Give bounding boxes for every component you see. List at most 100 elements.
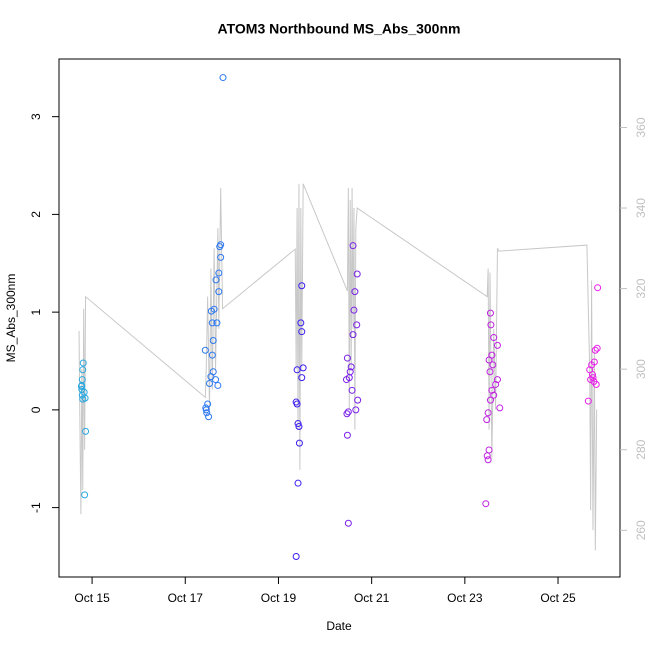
- point: [484, 456, 492, 464]
- x-tick-label: Oct 23: [447, 591, 483, 605]
- point: [353, 321, 361, 329]
- point: [484, 409, 492, 417]
- point: [344, 519, 352, 527]
- point: [203, 409, 211, 417]
- point: [493, 376, 501, 384]
- point: [590, 378, 598, 386]
- point: [348, 386, 356, 394]
- point: [297, 319, 305, 327]
- point: [205, 413, 213, 421]
- x-tick-label: Oct 21: [354, 591, 390, 605]
- point: [486, 396, 494, 404]
- point: [212, 376, 220, 384]
- point: [593, 344, 601, 352]
- point: [298, 374, 306, 382]
- point: [489, 361, 497, 369]
- point: [350, 306, 358, 314]
- point: [482, 500, 490, 508]
- point: [487, 321, 495, 329]
- point: [208, 351, 216, 359]
- point: [215, 288, 223, 296]
- point: [201, 346, 209, 354]
- point: [493, 341, 501, 349]
- point: [589, 374, 597, 382]
- y2-tick-label: 340: [634, 198, 648, 218]
- point: [349, 331, 357, 339]
- point: [584, 397, 592, 405]
- point: [486, 309, 494, 317]
- y2-tick-label: 360: [634, 117, 648, 137]
- y-tick-label: 3: [29, 113, 43, 120]
- y-tick-label: 1: [29, 308, 43, 315]
- point: [79, 366, 87, 374]
- point: [219, 74, 227, 82]
- y2-tick-label: 280: [634, 439, 648, 459]
- point: [209, 336, 217, 344]
- x-tick-label: Oct 15: [74, 591, 110, 605]
- point: [293, 366, 301, 374]
- point: [344, 408, 352, 416]
- point: [590, 358, 598, 366]
- point: [349, 242, 357, 250]
- point: [488, 351, 496, 359]
- point: [213, 319, 221, 327]
- point: [299, 364, 307, 372]
- point: [217, 241, 225, 249]
- point: [209, 368, 217, 376]
- point: [594, 284, 602, 292]
- point: [488, 386, 496, 394]
- plot-frame: [58, 58, 621, 578]
- point: [346, 368, 354, 376]
- y2-tick-label: 300: [634, 359, 648, 379]
- point: [343, 410, 351, 418]
- point: [210, 305, 218, 313]
- point: [82, 427, 90, 435]
- point: [496, 404, 504, 412]
- y-tick-label: 2: [29, 211, 43, 218]
- point: [292, 552, 300, 560]
- point: [294, 479, 302, 487]
- chart-title: ATOM3 Northbound MS_Abs_300nm: [218, 21, 461, 37]
- y2-tick-label: 260: [634, 520, 648, 540]
- point: [215, 269, 223, 277]
- point: [208, 319, 216, 327]
- point: [78, 376, 86, 384]
- point: [485, 446, 493, 454]
- point: [81, 491, 89, 499]
- point: [204, 400, 212, 408]
- point: [212, 276, 220, 284]
- point: [294, 420, 302, 428]
- point: [77, 382, 85, 390]
- point: [353, 270, 361, 278]
- x-axis-title: Date: [326, 619, 352, 633]
- point: [343, 354, 351, 362]
- point: [217, 253, 225, 261]
- x-tick-label: Oct 25: [540, 591, 576, 605]
- point: [347, 363, 355, 371]
- y2-tick-label: 320: [634, 278, 648, 298]
- point: [295, 422, 303, 430]
- point: [343, 431, 351, 439]
- point: [214, 381, 222, 389]
- line-series: [78, 183, 598, 551]
- point: [81, 394, 89, 402]
- point: [352, 406, 360, 414]
- point: [206, 379, 214, 387]
- point: [486, 368, 494, 376]
- point: [292, 398, 300, 406]
- y-axis-title: MS_Abs_300nm: [4, 274, 18, 363]
- point: [351, 288, 359, 296]
- y-tick-label: -1: [29, 502, 43, 513]
- point: [298, 282, 306, 290]
- point: [490, 334, 498, 342]
- point: [295, 439, 303, 447]
- y-tick-label: 0: [29, 406, 43, 413]
- point: [79, 359, 87, 367]
- x-tick-label: Oct 17: [168, 591, 204, 605]
- point: [483, 416, 491, 424]
- point: [354, 396, 362, 404]
- point: [591, 346, 599, 354]
